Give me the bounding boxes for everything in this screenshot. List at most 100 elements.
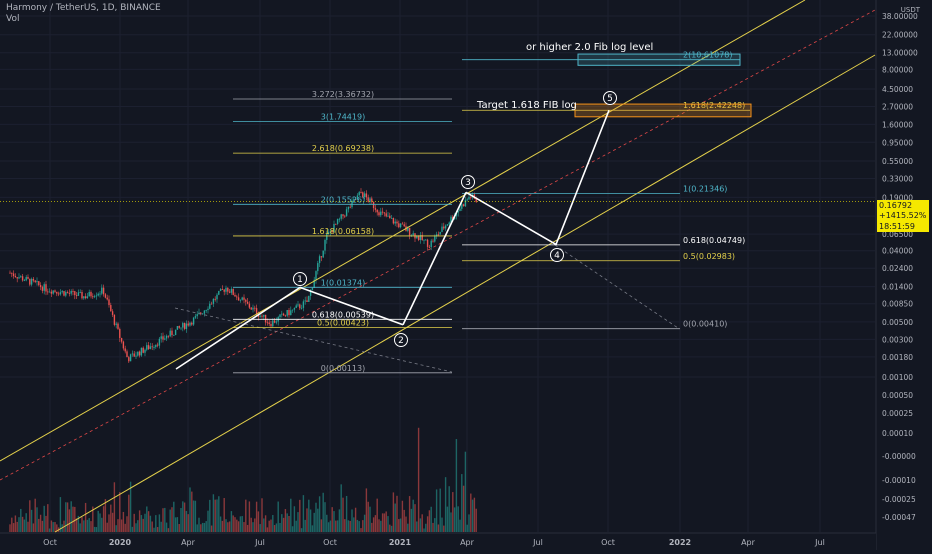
candle xyxy=(83,296,85,299)
candle xyxy=(306,300,308,302)
candle xyxy=(279,314,281,318)
volume-bar xyxy=(291,526,294,532)
candle xyxy=(156,344,159,346)
candle xyxy=(254,307,256,309)
volume-bar xyxy=(338,509,341,532)
candle xyxy=(63,291,65,296)
candle xyxy=(124,348,126,352)
wave-segment[interactable] xyxy=(555,109,610,245)
wave-label-circle xyxy=(293,272,307,286)
volume-bar xyxy=(11,517,13,532)
price-axis-tick: 0.02400 xyxy=(882,264,913,273)
volume-bar xyxy=(315,502,317,532)
volume-bar xyxy=(196,524,198,532)
candle xyxy=(45,284,47,292)
candle xyxy=(443,226,445,229)
volume-bar xyxy=(124,523,126,532)
volume-bar xyxy=(306,508,308,532)
fib-level-label: 0.5(0.02983) xyxy=(683,252,735,261)
candle xyxy=(192,317,195,325)
fib-level-label: 2(10.61078) xyxy=(683,51,733,60)
candle xyxy=(273,320,276,323)
candle xyxy=(230,288,233,293)
wave-segment[interactable] xyxy=(299,286,404,326)
price-axis-tick: 22.00000 xyxy=(882,31,918,40)
volume-bar xyxy=(459,519,461,532)
symbol-title[interactable]: Harmony / TetherUS, 1D, BINANCE xyxy=(6,3,161,13)
candle xyxy=(75,295,78,296)
volume-bar xyxy=(153,527,155,532)
candle xyxy=(452,216,454,220)
candle xyxy=(300,307,303,309)
candle xyxy=(61,291,63,293)
channel-lower-line[interactable] xyxy=(54,54,876,533)
volume-bar xyxy=(47,504,49,532)
price-axis-tick: 0.06500 xyxy=(882,230,913,239)
candle xyxy=(286,309,288,316)
candle xyxy=(410,235,413,236)
volume-bar xyxy=(182,501,184,532)
volume-bar xyxy=(273,525,276,532)
volume-bar xyxy=(326,514,328,532)
volume-bar xyxy=(243,522,245,532)
target-zone-2[interactable] xyxy=(577,53,741,66)
channel-upper-line[interactable] xyxy=(0,0,806,462)
channel-midline[interactable] xyxy=(0,9,876,481)
candle xyxy=(86,296,89,299)
candle xyxy=(178,326,180,328)
volume-axis-tick: -0.00010 xyxy=(882,476,916,485)
volume-bar xyxy=(450,512,452,532)
volume-bar xyxy=(322,492,324,532)
candle xyxy=(9,272,11,274)
candle xyxy=(428,246,431,248)
volume-bar xyxy=(416,521,418,532)
candle xyxy=(236,296,238,298)
wave-segment[interactable] xyxy=(465,191,557,246)
candle xyxy=(243,297,245,300)
volume-bar xyxy=(70,501,72,532)
volume-bar xyxy=(473,497,476,532)
volume-bar xyxy=(407,523,409,532)
volume-bar xyxy=(250,517,252,532)
candle xyxy=(232,288,234,295)
candle xyxy=(446,224,449,226)
candle xyxy=(344,215,346,217)
volume-bar xyxy=(376,498,378,532)
candle xyxy=(475,198,477,202)
volume-axis-tick: -0.00047 xyxy=(882,513,916,522)
candle xyxy=(70,291,72,294)
candle xyxy=(110,305,112,312)
candle xyxy=(327,232,330,234)
target-zone-1618[interactable] xyxy=(574,103,752,118)
volume-label: Vol xyxy=(6,14,20,24)
candle xyxy=(367,197,369,202)
candle xyxy=(347,206,350,210)
wave-segment[interactable] xyxy=(402,192,467,326)
volume-bar xyxy=(457,506,459,532)
volume-bar xyxy=(241,516,243,532)
candle xyxy=(441,226,443,232)
volume-bar xyxy=(255,501,258,532)
volume-bar xyxy=(52,522,54,532)
candle xyxy=(468,196,470,200)
volume-bar xyxy=(135,523,137,532)
candle xyxy=(173,335,175,336)
candle xyxy=(444,225,447,229)
candle xyxy=(18,277,20,279)
price-axis-tick: 0.00500 xyxy=(882,318,913,327)
candle xyxy=(266,322,269,324)
volume-bar xyxy=(349,520,351,532)
volume-bar xyxy=(351,509,353,532)
candle xyxy=(259,315,261,317)
candle xyxy=(221,289,224,290)
wave-segment[interactable] xyxy=(175,286,301,370)
volume-bar xyxy=(32,523,35,532)
volume-bar xyxy=(466,524,468,532)
candle xyxy=(389,215,391,219)
candle xyxy=(412,233,414,236)
time-axis-tick: Oct xyxy=(43,538,57,547)
candle xyxy=(66,292,69,293)
volume-bar xyxy=(263,518,265,532)
